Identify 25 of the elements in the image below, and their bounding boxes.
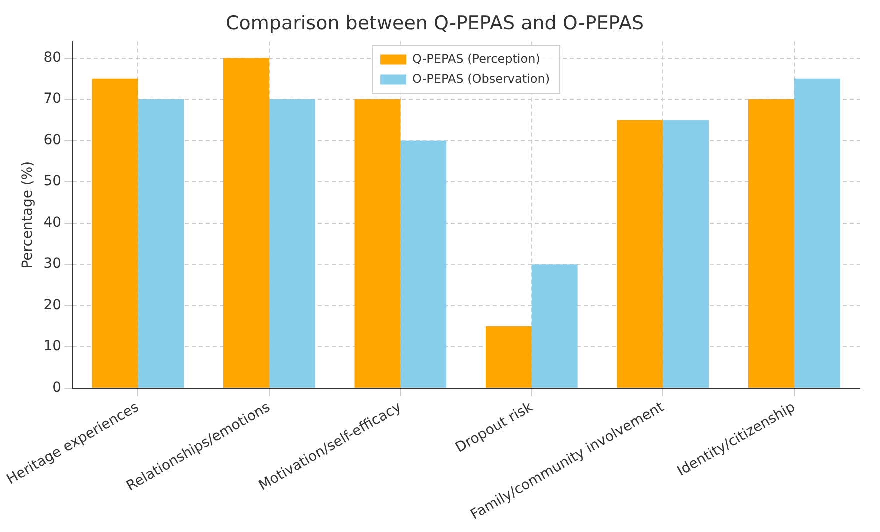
y-tick-label: 40: [44, 214, 62, 231]
bar: [486, 326, 532, 388]
y-tick-label: 30: [44, 256, 62, 272]
bar: [663, 120, 710, 388]
bar: [748, 100, 794, 388]
y-tick-label: 60: [44, 132, 62, 148]
bar: [269, 100, 316, 388]
bar: [617, 120, 664, 388]
legend-label: Q-PEPAS (Perception): [412, 52, 540, 66]
legend-label: O-PEPAS (Observation): [412, 72, 550, 86]
y-tick-label: 0: [52, 380, 62, 396]
y-tick-label: 70: [44, 91, 62, 108]
bar: [794, 78, 840, 388]
bar: [92, 78, 138, 388]
bar: [223, 58, 270, 388]
y-axis-title: Percentage (%): [20, 161, 36, 269]
y-tick-label: 10: [44, 338, 62, 355]
bar: [400, 140, 447, 388]
bar: [354, 100, 401, 388]
y-tick-label: 20: [44, 297, 62, 314]
bar: [532, 264, 578, 388]
chart-title: Comparison between Q-PEPAS and O-PEPAS: [226, 12, 644, 34]
y-tick-label: 50: [44, 174, 62, 190]
bar: [138, 100, 184, 388]
y-tick-label: 80: [44, 50, 62, 66]
